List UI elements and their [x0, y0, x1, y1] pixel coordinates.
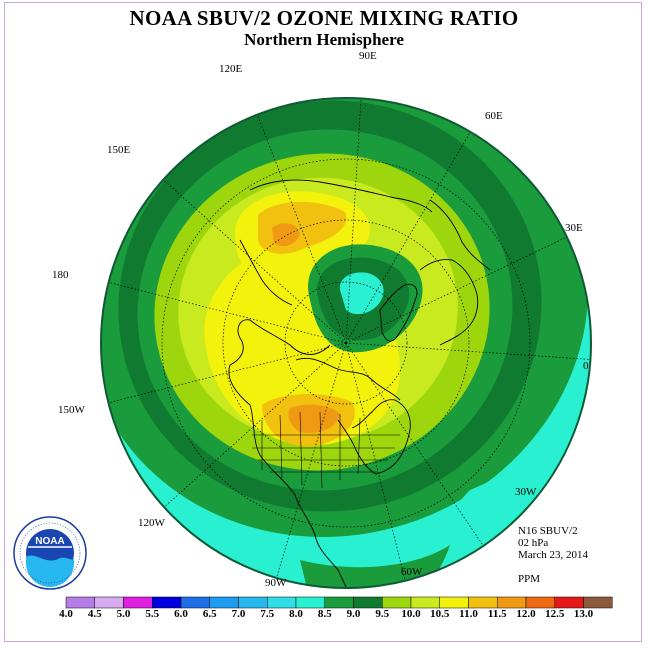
colorbar-tick-label: 8.0 [289, 608, 303, 620]
lon-label-120e: 120E [219, 63, 243, 75]
map-disk-border [100, 97, 592, 589]
lon-label-180: 180 [52, 269, 69, 281]
colorbar-swatch [295, 596, 325, 609]
field-cyan-nw-corner [101, 120, 147, 225]
colorbar-swatch [410, 596, 440, 609]
colorbar-tick-label: 12.0 [516, 608, 536, 620]
us-state-grid [252, 411, 400, 489]
colorbar-tick-label: 7.5 [260, 608, 275, 620]
colorbar-swatch [525, 596, 555, 609]
colorbar-swatch [353, 596, 383, 609]
lon-label-120w: 120W [138, 517, 165, 529]
page-subtitle: Northern Hemisphere [244, 30, 404, 49]
colorbar-tick-label: 7.0 [231, 608, 246, 620]
meridian-90w [269, 342, 347, 588]
coastlines [228, 179, 491, 588]
field-dark-orange-north [272, 223, 300, 247]
coast-north-america-west [228, 319, 359, 588]
lon-label-90w: 90W [265, 577, 287, 589]
lon-label-150e: 150E [107, 144, 131, 156]
instrument-label: N16 SBUV/2 [518, 525, 578, 537]
colorbar-swatch [180, 596, 210, 609]
colorbar-swatch [468, 596, 498, 609]
meridian-60w [345, 342, 411, 588]
latitude-circle-50 [222, 219, 470, 467]
colorbar-tick-label: 4.5 [87, 608, 102, 620]
colorbar-swatch [382, 596, 412, 609]
colorbar-swatch [209, 596, 239, 609]
colorbar [65, 596, 613, 609]
lon-label-150w: 150W [58, 404, 85, 416]
lon-label-60e: 60E [485, 110, 503, 122]
coast-greenland [379, 283, 418, 342]
noaa-logo: NOAA [13, 516, 87, 590]
colorbar-swatch [554, 596, 584, 609]
date-label: March 23, 2014 [518, 549, 588, 561]
meridian-150e [129, 149, 347, 344]
colorbar-swatch [497, 596, 527, 609]
field-dark-orange-na [288, 404, 340, 434]
colorbar-tick-label: 6.0 [174, 608, 188, 620]
colorbar-tick-label: 10.0 [401, 608, 421, 620]
colorbar-tick-label: 6.5 [202, 608, 217, 620]
graticule [101, 98, 591, 588]
colorbar-swatch [238, 596, 268, 609]
coast-canada-arctic [295, 357, 401, 401]
pressure-level-label: 02 hPa [518, 537, 549, 549]
meridian-30e [345, 221, 591, 344]
colorbar-tick-label: 4.0 [59, 608, 73, 620]
latitude-circle-70 [284, 281, 408, 405]
noaa-logo-wave [26, 555, 74, 587]
lon-label-0: 0 [583, 360, 589, 372]
meridian-0 [345, 342, 591, 361]
colorbar-tick-label: 9.5 [375, 608, 390, 620]
colorbar-tick-label: 13.0 [573, 608, 594, 620]
lon-label-60w: 60W [401, 566, 423, 578]
coast-scandinavia [429, 199, 491, 271]
colorbar-swatch [152, 596, 182, 609]
colorbar-tick-label: 5.0 [116, 608, 131, 620]
colorbar-tick-label: 11.0 [459, 608, 478, 620]
colorbar-swatch [324, 596, 354, 609]
lon-label-30w: 30W [515, 486, 537, 498]
coast-siberia [249, 179, 433, 213]
meridian-180 [101, 274, 347, 344]
noaa-logo-text: NOAA [35, 536, 64, 547]
ozone-field [101, 98, 591, 588]
colorbar-tick-label: 10.5 [430, 608, 450, 620]
meridian-150w [101, 342, 347, 411]
units-label: PPM [518, 573, 541, 585]
field-cyan-vortex-core [339, 272, 384, 315]
colorbar-swatch [123, 596, 153, 609]
coast-east-asia [239, 239, 293, 306]
coast-north-america-east [337, 399, 411, 475]
colorbar-swatch [65, 596, 95, 609]
lon-label-90e: 90E [359, 50, 377, 62]
colorbar-tick-label: 8.5 [317, 608, 332, 620]
colorbar-swatch [439, 596, 469, 609]
colorbar-tick-label: 11.5 [487, 608, 507, 620]
colorbar-swatch [267, 596, 297, 609]
page-title: NOAA SBUV/2 OZONE MIXING RATIO [129, 6, 519, 30]
colorbar-swatch [583, 596, 613, 609]
lon-label-30e: 30E [565, 222, 583, 234]
meridian-30w [345, 342, 521, 588]
colorbar-swatch [94, 596, 124, 609]
noaa-logo-ring-text [19, 522, 81, 584]
colorbar-tick-label: 12.5 [545, 608, 565, 620]
latitude-circle-30 [161, 158, 531, 528]
coast-europe [419, 259, 479, 346]
colorbar-tick-label: 9.0 [346, 608, 361, 620]
colorbar-tick-label: 5.5 [145, 608, 160, 620]
